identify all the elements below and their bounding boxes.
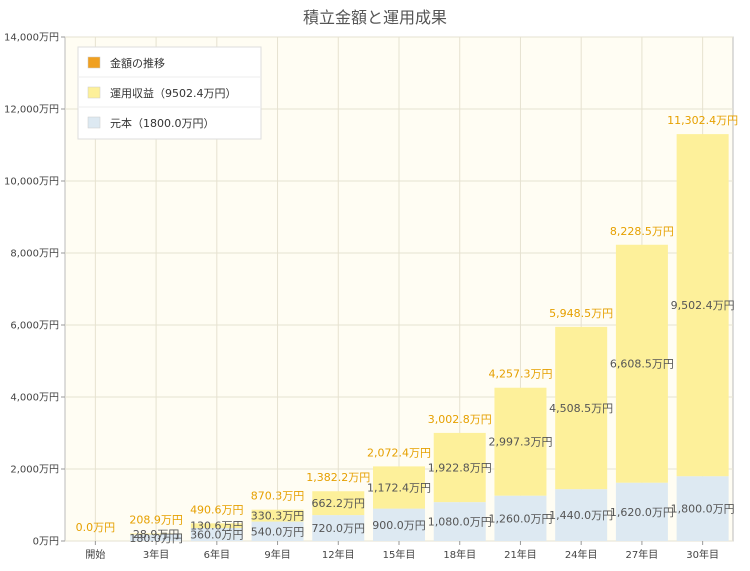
x-tick-label: 30年目: [686, 548, 719, 561]
data-label-total: 870.3万円: [251, 490, 305, 503]
data-label-returns: 1,922.8万円: [428, 462, 492, 475]
data-label-principal: 1,800.0万円: [671, 503, 735, 516]
data-label-principal: 1,620.0万円: [610, 506, 674, 519]
x-tick-label: 9年目: [264, 548, 290, 561]
data-label-principal: 1,440.0万円: [549, 509, 613, 522]
data-label-returns: 2,997.3万円: [488, 436, 552, 449]
data-label-principal: 900.0万円: [372, 519, 426, 532]
legend-swatch: [87, 56, 101, 69]
bar-principal: [494, 495, 547, 541]
data-label-returns: 28.9万円: [133, 528, 180, 541]
data-label-principal: 180.0万円: [129, 532, 183, 545]
x-tick-label: 6年目: [204, 548, 230, 561]
data-label-principal: 720.0万円: [312, 522, 366, 535]
bar-principal: [373, 508, 425, 541]
data-label-principal: 360.0万円: [190, 529, 244, 542]
x-tick-label: 12年目: [322, 548, 355, 561]
legend-swatch: [87, 86, 101, 99]
bar-returns: [373, 466, 425, 509]
bar-returns: [494, 387, 547, 496]
data-label-total: 2,072.4万円: [367, 446, 431, 459]
x-tick-label: 21年目: [504, 548, 537, 561]
data-label-returns: 4,508.5万円: [549, 402, 613, 415]
data-label-principal: 1,080.0万円: [428, 516, 492, 529]
x-tick-label: 3年目: [143, 548, 169, 561]
data-label-returns: 1,172.4万円: [367, 481, 431, 494]
y-tick-label: 10,000万円: [4, 177, 59, 188]
x-tick-label: 24年目: [565, 548, 598, 561]
bar-returns: [251, 509, 304, 522]
bar-principal: [130, 534, 183, 541]
bar-principal: [615, 482, 668, 541]
data-label-returns: 6,608.5万円: [610, 358, 674, 371]
x-tick-label: 18年目: [443, 548, 476, 561]
bar-principal: [555, 489, 608, 541]
legend-label: 運用収益（9502.4万円）: [110, 86, 237, 100]
bar-returns: [555, 326, 608, 490]
x-tick-label: 27年目: [626, 548, 659, 561]
data-label-total: 208.9万円: [129, 513, 183, 526]
data-label-total: 5,948.5万円: [549, 307, 613, 320]
bar-principal: [433, 502, 486, 541]
data-label-total: 0.0万円: [76, 521, 116, 534]
y-tick-label: 8,000万円: [10, 249, 59, 260]
data-label-total: 11,302.4万円: [667, 114, 738, 127]
bar-returns: [190, 523, 243, 529]
bar-returns: [433, 432, 486, 503]
y-tick-label: 0万円: [33, 537, 59, 548]
data-label-principal: 1,260.0万円: [488, 512, 552, 525]
legend-box: [77, 46, 262, 140]
data-label-total: 8,228.5万円: [610, 225, 674, 238]
legend-swatch: [87, 116, 101, 129]
x-tick-label: 15年目: [383, 548, 416, 561]
y-tick-label: 6,000万円: [10, 321, 59, 332]
data-label-total: 490.6万円: [190, 503, 244, 516]
bar-returns: [676, 134, 729, 477]
data-label-principal: 540.0万円: [251, 525, 305, 538]
data-label-returns: 130.6万円: [190, 520, 244, 533]
bar-principal: [312, 515, 365, 541]
bar-returns: [615, 244, 668, 483]
legend-label: 元本（1800.0万円）: [110, 116, 215, 130]
data-label-returns: 9,502.4万円: [671, 299, 735, 312]
data-label-total: 1,382.2万円: [306, 471, 370, 484]
y-tick-label: 2,000万円: [10, 465, 59, 476]
legend-label: 金額の推移: [110, 56, 165, 70]
bar-returns: [312, 491, 365, 516]
data-label-total: 4,257.3万円: [488, 368, 552, 381]
bar-principal: [251, 521, 304, 541]
y-tick-label: 12,000万円: [4, 105, 59, 116]
bar-returns: [130, 533, 183, 535]
bar-principal: [190, 528, 243, 541]
y-tick-label: 4,000万円: [10, 393, 59, 404]
data-label-returns: 330.3万円: [251, 510, 305, 523]
chart-title: 積立金額と運用成果: [303, 8, 447, 27]
x-tick-label: 開始: [85, 548, 105, 561]
y-tick-label: 14,000万円: [4, 33, 59, 44]
data-label-returns: 662.2万円: [312, 497, 366, 510]
bar-principal: [676, 476, 729, 541]
data-label-total: 3,002.8万円: [428, 413, 492, 426]
